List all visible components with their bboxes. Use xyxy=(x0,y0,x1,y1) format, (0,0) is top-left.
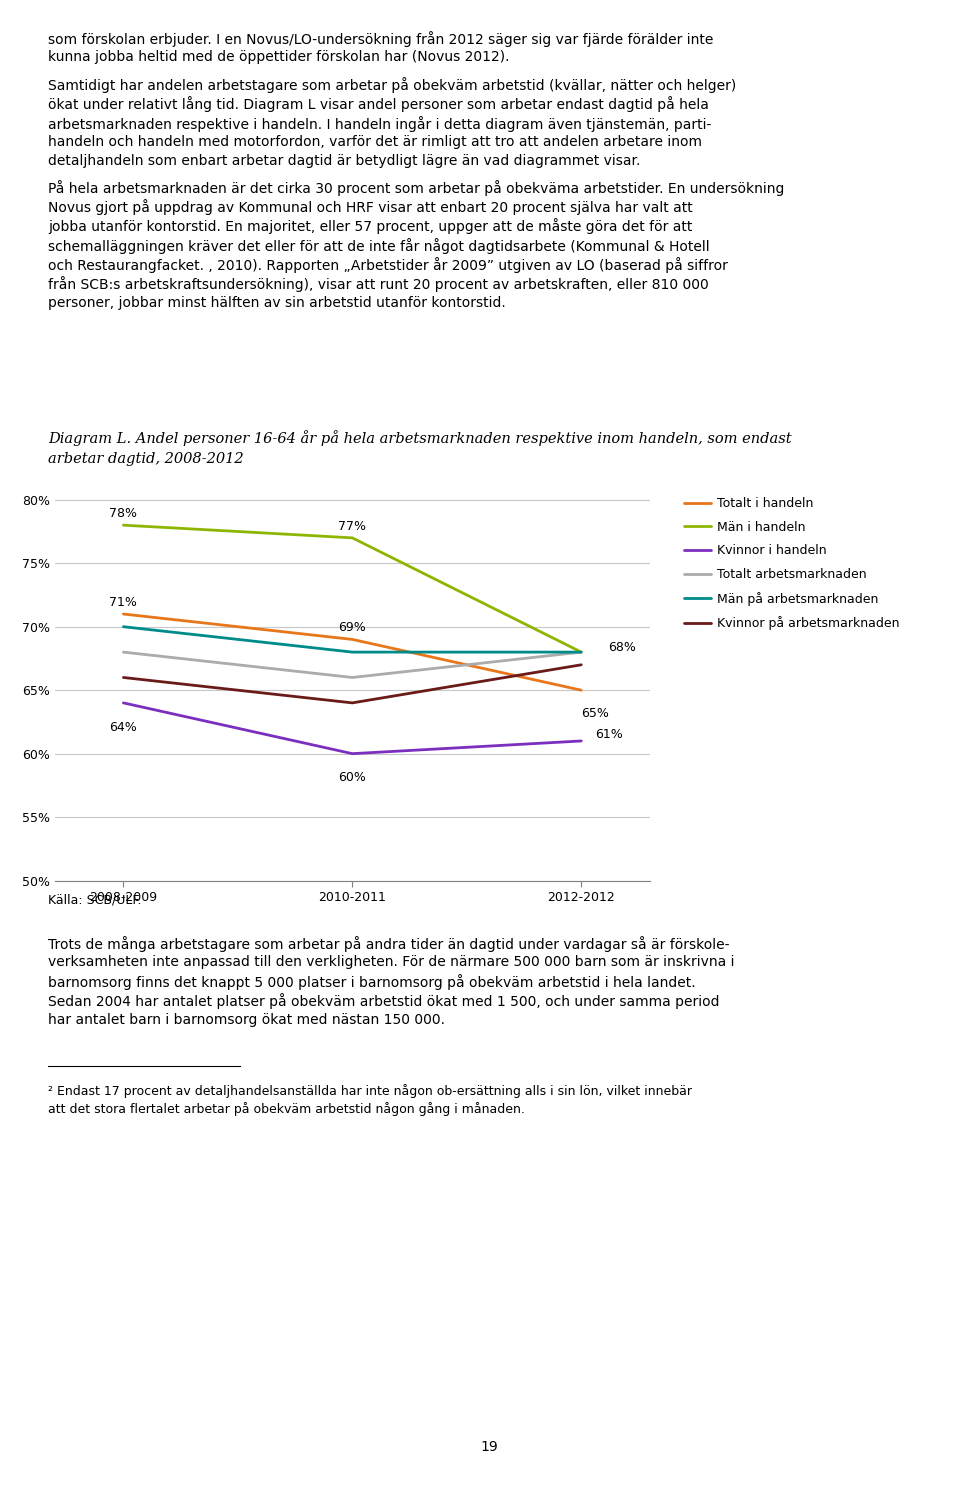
Totalt i handeln xyxy=(347,631,358,649)
Text: detaljhandeln som enbart arbetar dagtid är betydligt lägre än vad diagrammet vis: detaljhandeln som enbart arbetar dagtid … xyxy=(48,154,640,168)
Text: Sedan 2004 har antalet platser på obekväm arbetstid ökat med 1 500, och under sa: Sedan 2004 har antalet platser på obekvä… xyxy=(48,993,719,1010)
Text: kunna jobba heltid med de öppettider förskolan har (Novus 2012).: kunna jobba heltid med de öppettider för… xyxy=(48,50,510,64)
Text: schemalläggningen kräver det eller för att de inte får något dagtidsarbete (Komm: schemalläggningen kräver det eller för a… xyxy=(48,238,709,254)
Text: 69%: 69% xyxy=(339,622,366,634)
Män i handeln xyxy=(575,643,587,661)
Text: personer, jobbar minst hälften av sin arbetstid utanför kontorstid.: personer, jobbar minst hälften av sin ar… xyxy=(48,296,506,309)
Line: Totalt i handeln: Totalt i handeln xyxy=(124,613,581,691)
Text: 68%: 68% xyxy=(609,640,636,653)
Män på arbetsmarknaden xyxy=(118,618,130,636)
Män i handeln xyxy=(347,529,358,546)
Kvinnor i handeln xyxy=(575,732,587,750)
Text: Samtidigt har andelen arbetstagare som arbetar på obekväm arbetstid (kvällar, nä: Samtidigt har andelen arbetstagare som a… xyxy=(48,77,736,94)
Text: från SCB:s arbetskraftsundersökning), visar att runt 20 procent av arbetskraften: från SCB:s arbetskraftsundersökning), vi… xyxy=(48,276,708,293)
Text: barnomsorg finns det knappt 5 000 platser i barnomsorg på obekväm arbetstid i he: barnomsorg finns det knappt 5 000 platse… xyxy=(48,974,696,990)
Totalt arbetsmarknaden xyxy=(118,643,130,661)
Totalt arbetsmarknaden xyxy=(347,668,358,686)
Text: handeln och handeln med motorfordon, varför det är rimligt att tro att andelen a: handeln och handeln med motorfordon, var… xyxy=(48,135,702,148)
Kvinnor på arbetsmarknaden xyxy=(118,668,130,686)
Text: 61%: 61% xyxy=(595,728,623,741)
Kvinnor i handeln xyxy=(347,745,358,763)
Text: Källa: SCB/ULF.: Källa: SCB/ULF. xyxy=(48,894,141,907)
Text: Diagram L. Andel personer 16-64 år på hela arbetsmarknaden respektive inom hande: Diagram L. Andel personer 16-64 år på he… xyxy=(48,429,792,446)
Totalt i handeln xyxy=(575,682,587,699)
Text: På hela arbetsmarknaden är det cirka 30 procent som arbetar på obekväma arbetsti: På hela arbetsmarknaden är det cirka 30 … xyxy=(48,180,784,196)
Män på arbetsmarknaden xyxy=(575,643,587,661)
Text: Novus gjort på uppdrag av Kommunal och HRF visar att enbart 20 procent själva ha: Novus gjort på uppdrag av Kommunal och H… xyxy=(48,199,693,215)
Text: arbetsmarknaden respektive i handeln. I handeln ingår i detta diagram även tjäns: arbetsmarknaden respektive i handeln. I … xyxy=(48,116,711,132)
Line: Män i handeln: Män i handeln xyxy=(124,526,581,652)
Män i handeln xyxy=(118,517,130,535)
Text: 77%: 77% xyxy=(338,520,367,533)
Text: ökat under relativt lång tid. Diagram L visar andel personer som arbetar endast : ökat under relativt lång tid. Diagram L … xyxy=(48,97,708,113)
Totalt i handeln xyxy=(118,604,130,622)
Text: har antalet barn i barnomsorg ökat med nästan 150 000.: har antalet barn i barnomsorg ökat med n… xyxy=(48,1013,445,1026)
Text: 71%: 71% xyxy=(109,595,137,609)
Line: Totalt arbetsmarknaden: Totalt arbetsmarknaden xyxy=(124,652,581,677)
Text: och Restaurangfacket. , 2010). Rapporten „Arbetstider år 2009” utgiven av LO (ba: och Restaurangfacket. , 2010). Rapporten… xyxy=(48,257,728,273)
Kvinnor på arbetsmarknaden xyxy=(347,693,358,711)
Text: att det stora flertalet arbetar på obekväm arbetstid någon gång i månaden.: att det stora flertalet arbetar på obekv… xyxy=(48,1102,525,1115)
Line: Kvinnor på arbetsmarknaden: Kvinnor på arbetsmarknaden xyxy=(124,665,581,702)
Legend: Totalt i handeln, Män i handeln, Kvinnor i handeln, Totalt arbetsmarknaden, Män : Totalt i handeln, Män i handeln, Kvinnor… xyxy=(680,493,903,634)
Text: 19: 19 xyxy=(480,1440,497,1454)
Text: Trots de många arbetstagare som arbetar på andra tider än dagtid under vardagar : Trots de många arbetstagare som arbetar … xyxy=(48,936,730,952)
Line: Kvinnor i handeln: Kvinnor i handeln xyxy=(124,702,581,754)
Text: 60%: 60% xyxy=(338,771,367,784)
Kvinnor på arbetsmarknaden xyxy=(575,656,587,674)
Text: 65%: 65% xyxy=(581,707,609,720)
Text: verksamheten inte anpassad till den verkligheten. För de närmare 500 000 barn so: verksamheten inte anpassad till den verk… xyxy=(48,955,734,968)
Text: 78%: 78% xyxy=(109,508,137,520)
Text: ² Endast 17 procent av detaljhandelsanställda har inte någon ob-ersättning alls : ² Endast 17 procent av detaljhandelsanst… xyxy=(48,1084,692,1097)
Text: som förskolan erbjuder. I en Novus/LO-undersökning från 2012 säger sig var fjärd: som förskolan erbjuder. I en Novus/LO-un… xyxy=(48,31,713,48)
Kvinnor i handeln xyxy=(118,693,130,711)
Män på arbetsmarknaden xyxy=(347,643,358,661)
Line: Män på arbetsmarknaden: Män på arbetsmarknaden xyxy=(124,627,581,652)
Text: arbetar dagtid, 2008-2012: arbetar dagtid, 2008-2012 xyxy=(48,453,244,466)
Text: 64%: 64% xyxy=(109,720,137,734)
Text: jobba utanför kontorstid. En majoritet, eller 57 procent, uppger att de måste gö: jobba utanför kontorstid. En majoritet, … xyxy=(48,218,692,235)
Totalt arbetsmarknaden xyxy=(575,643,587,661)
